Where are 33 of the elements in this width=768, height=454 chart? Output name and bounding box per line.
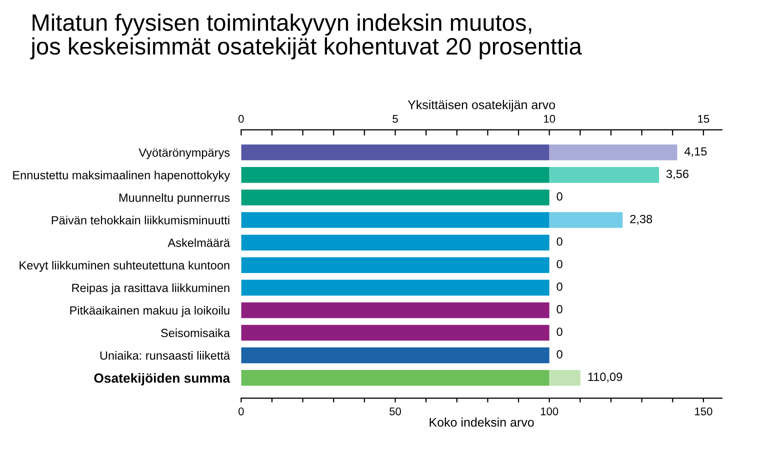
- data-label: 0: [556, 237, 562, 246]
- data-label: 0: [556, 305, 562, 314]
- total-label: 110,09: [588, 372, 622, 382]
- y-tick-label: Uniaika: runsaasti liikettä: [100, 351, 230, 360]
- x-axis-title: Koko indeksin arvo: [430, 418, 534, 427]
- data-label: 2,38: [630, 214, 652, 225]
- y-tick-label: Seisomisaika: [161, 328, 230, 338]
- x2-tick-label: 10: [544, 114, 556, 123]
- data-label: 0: [556, 282, 562, 291]
- y-tick-label: Askelmäärä: [168, 238, 230, 247]
- x2-tick-label: 0: [238, 114, 244, 123]
- x-tick-label: 0: [238, 407, 244, 416]
- data-label: 3,56: [666, 170, 688, 180]
- x2-axis-title: Yksittäisen osatekijän arvo: [408, 100, 556, 112]
- y-tick-label: Päivän tehokkain liikkumisminuutti: [52, 216, 230, 224]
- data-label: 0: [556, 350, 562, 358]
- y-tick-label: Muunneltu punnerrus: [119, 193, 230, 204]
- x-tick-label: 50: [390, 407, 401, 416]
- y-tick-label: Osatekijöiden summa: [94, 373, 230, 386]
- y-tick-label: Pitkäaikainen makuu ja loikoilu: [70, 306, 230, 317]
- data-label: 0: [556, 192, 562, 201]
- x2-tick-label: 5: [392, 115, 398, 123]
- data-label: 0: [556, 260, 562, 268]
- x-tick-label: 100: [540, 407, 558, 416]
- x2-tick-label: 15: [698, 115, 710, 123]
- data-label: 4,15: [684, 147, 707, 157]
- chart-title: Mitatun fyysisen toimintakyvyn indeksin muutos, jos keskeisimmät osatekijät kohentuvat 20 prosenttia: [30, 14, 582, 60]
- x-tick-label: 150: [695, 407, 712, 416]
- y-tick-label: Kevyt liikkuminen suhteutettuna kuntoon: [20, 260, 230, 272]
- y-tick-label: Ennustettu maksimaalinen hapenottokyky: [13, 170, 230, 182]
- data-label: 0: [556, 328, 562, 336]
- y-tick-label: Vyötärönympärys: [138, 148, 230, 160]
- y-tick-label: Reipas ja rasittava liikkuminen: [72, 283, 230, 294]
